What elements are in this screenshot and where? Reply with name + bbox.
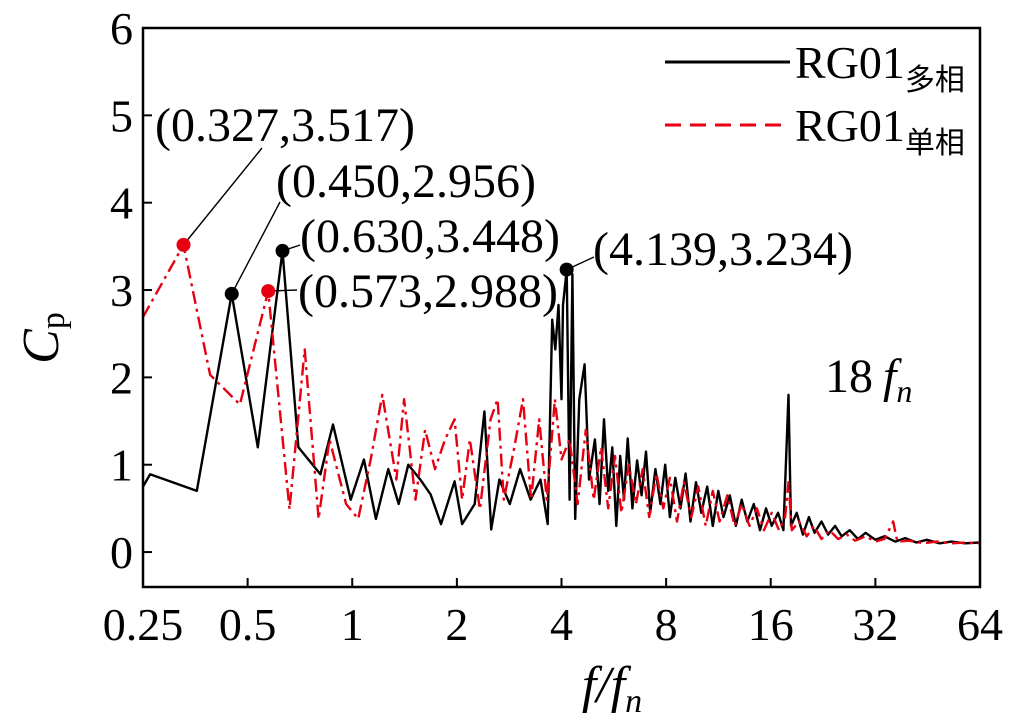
x-axis-label-main: f/f: [582, 657, 632, 714]
peak-marker: [224, 286, 239, 301]
x-axis-label-subscript: n: [625, 683, 642, 720]
annotation-text: (0.450,2.956): [276, 155, 536, 208]
legend: RG01多相 RG01单相: [665, 37, 965, 160]
peak-marker: [261, 284, 276, 299]
annotation-leader-line: [231, 201, 281, 295]
legend-label-rg01-singlephase: RG01单相: [795, 100, 965, 160]
annotation-label: (4.139,3.234): [593, 223, 853, 276]
y-axis-label-subscript: p: [35, 312, 72, 329]
y-tick-label: 1: [110, 440, 133, 491]
x-tick-label: 4: [550, 599, 573, 650]
x-tick-label: 8: [655, 599, 678, 650]
series-line-rg01-singlephase: [141, 243, 981, 545]
x-tick-label: 0.25: [103, 599, 184, 650]
annotation-text: (4.139,3.234): [593, 223, 853, 276]
annotation-text: (0.327,3.517): [155, 99, 415, 152]
y-tick-label: 4: [110, 178, 133, 229]
x-tick-label: 0.5: [219, 599, 277, 650]
y-tick-label: 2: [110, 352, 133, 403]
y-tick-label: 6: [110, 3, 133, 54]
annotation-text: (0.573,2.988): [298, 265, 558, 318]
y-tick-label: 3: [110, 265, 133, 316]
y-tick-label: 5: [110, 90, 133, 141]
legend-label-rg01-multiphase: RG01多相: [795, 37, 965, 97]
peak-marker: [275, 243, 290, 258]
annotation-leader-line: [182, 147, 263, 246]
annotation-label: (0.327,3.517): [155, 99, 415, 152]
annotation-label: (0.630,3.448): [300, 210, 560, 263]
x-tick-label: 32: [852, 599, 898, 650]
x-axis-label: f/fn: [582, 657, 642, 720]
annotation-text: 18: [825, 350, 873, 403]
y-axis-label-main: C: [13, 328, 70, 364]
y-tick-label: 0: [110, 527, 133, 578]
annotation-label: (0.573,2.988): [298, 265, 558, 318]
annotation-label: 18 fn: [825, 350, 912, 409]
y-axis-label: Cp: [13, 312, 72, 364]
x-tick-label: 2: [445, 599, 468, 650]
x-tick-label: 16: [748, 599, 794, 650]
series-layer: [141, 243, 981, 545]
legend-series-name: RG01: [795, 37, 905, 88]
peak-annotations: (0.327,3.517)(0.450,2.956)(0.630,3.448)(…: [155, 99, 912, 409]
peak-marker: [176, 237, 191, 252]
peak-marker: [559, 262, 574, 277]
x-tick-label: 64: [957, 599, 1003, 650]
annotation-text: (0.630,3.448): [300, 210, 560, 263]
legend-series-subscript: 多相: [905, 64, 965, 97]
x-tick-label: 1: [341, 599, 364, 650]
annotation-subscript: n: [896, 373, 912, 409]
legend-series-name: RG01: [795, 100, 905, 151]
legend-series-subscript: 单相: [905, 127, 965, 160]
annotation-label: (0.450,2.956): [276, 155, 536, 208]
axis-ticks: 0.25 0.5 1 2 4 8 16 32 64 0 1 2 3 4 5 6: [103, 3, 1003, 650]
